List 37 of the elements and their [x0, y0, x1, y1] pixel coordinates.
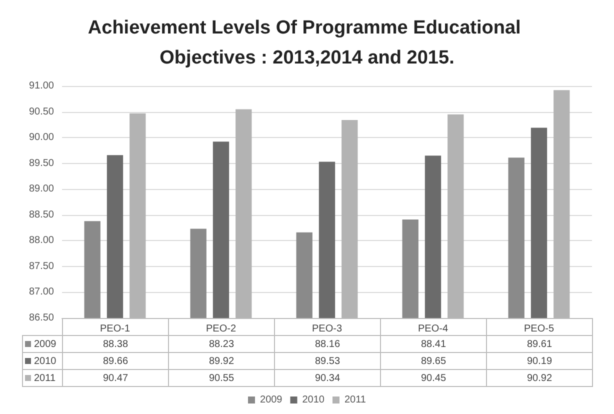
x-tick-label: PEO-4 — [418, 324, 448, 334]
data-label: 88.23 — [168, 336, 274, 352]
x-tick-label: PEO-3 — [312, 324, 342, 334]
data-label: 90.45 — [380, 370, 486, 386]
data-label: 89.61 — [486, 336, 592, 352]
y-tick-label: 89.50 — [28, 158, 54, 169]
y-tick-label: 90.00 — [28, 132, 54, 144]
y-tick-label: 87.50 — [28, 260, 54, 272]
data-label: 90.47 — [62, 370, 168, 386]
chart-title: Achievement Levels Of Programme Educational Objectives : 2013,2014 and 2015. — [88, 18, 526, 68]
data-label: 89.65 — [380, 352, 486, 370]
data-label: 90.19 — [486, 352, 592, 370]
data-label: 88.16 — [274, 336, 380, 352]
data-label: 90.92 — [486, 370, 592, 386]
y-tick-label: 88.00 — [28, 235, 54, 246]
legend-label: 2011 — [344, 394, 366, 406]
data-label: 90.55 — [168, 370, 274, 386]
y-tick-label: 86.50 — [28, 312, 54, 324]
x-tick-label: PEO-5 — [524, 324, 554, 334]
x-tick-label: PEO-2 — [206, 324, 236, 334]
text: 2009 — [260, 394, 282, 406]
text: 2010 — [302, 394, 324, 406]
legend-label: 2009 — [22, 336, 62, 352]
data-label: 88.41 — [380, 336, 486, 352]
y-tick-label: 88.50 — [28, 209, 54, 220]
y-tick-label: 91.00 — [28, 80, 54, 92]
y-tick-label: 90.50 — [28, 106, 54, 118]
y-tick-label: 89.00 — [28, 184, 54, 195]
data-label: 90.34 — [274, 370, 380, 386]
y-tick-label: 87.00 — [28, 286, 54, 298]
data-label: 89.66 — [62, 352, 168, 370]
text: 2011 — [34, 372, 56, 384]
data-label: 89.53 — [274, 352, 380, 370]
data-label: 88.38 — [62, 336, 168, 352]
data-label: 89.92 — [168, 352, 274, 370]
x-tick-label: PEO-1 — [100, 324, 130, 334]
legend-label: 2010 — [22, 352, 62, 370]
